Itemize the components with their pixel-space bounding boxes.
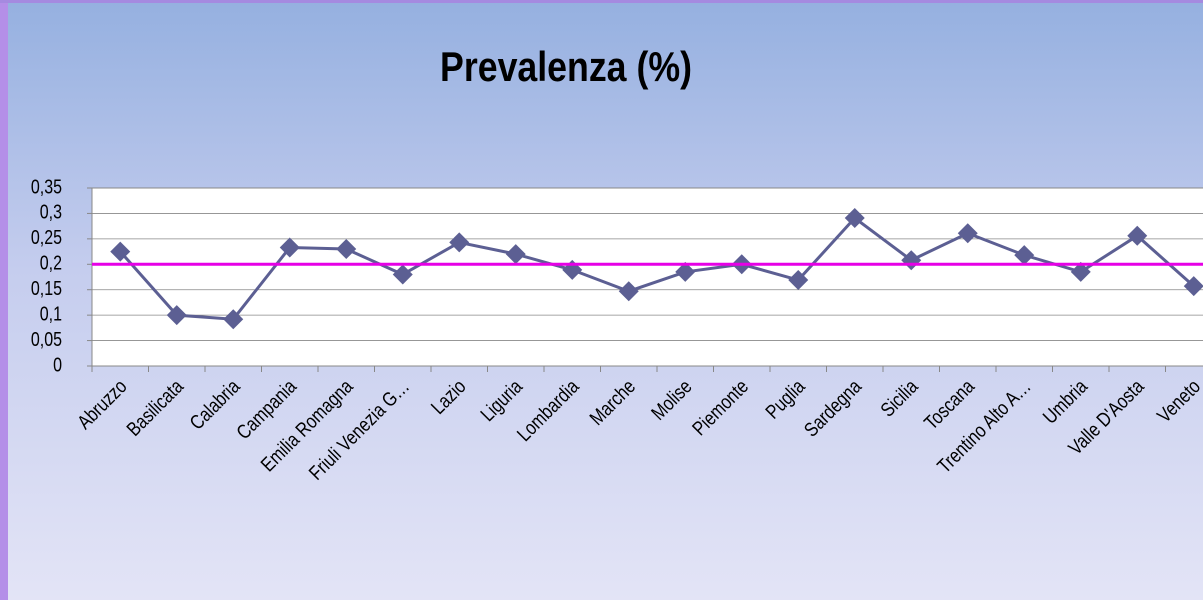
marker (392, 264, 413, 285)
marker (1127, 225, 1148, 246)
left-border (0, 0, 8, 600)
marker (788, 270, 809, 291)
y-tick-label: 0,1 (40, 303, 62, 325)
marker (449, 232, 470, 253)
y-tick-label: 0,15 (31, 277, 62, 299)
marker (618, 281, 639, 302)
y-tick-label: 0,35 (31, 176, 62, 198)
plot-area (91, 187, 1203, 367)
top-border (0, 0, 1203, 3)
marker (505, 244, 526, 265)
marker (223, 309, 244, 330)
y-tick-label: 0,2 (40, 252, 62, 274)
y-tick-label: 0,05 (31, 328, 62, 350)
marker (1014, 245, 1035, 266)
y-tick-label: 0,3 (40, 201, 62, 223)
marker (1183, 276, 1203, 297)
marker (336, 239, 357, 260)
marker (279, 237, 300, 258)
chart-title: Prevalenza (%) (440, 44, 692, 90)
marker (110, 241, 131, 262)
marker (1070, 261, 1091, 282)
y-tick-label: 0 (53, 354, 62, 376)
marker (166, 305, 187, 326)
marker (844, 208, 865, 229)
y-tick-label: 0,25 (31, 226, 62, 248)
marker (675, 261, 696, 282)
marker (957, 223, 978, 244)
